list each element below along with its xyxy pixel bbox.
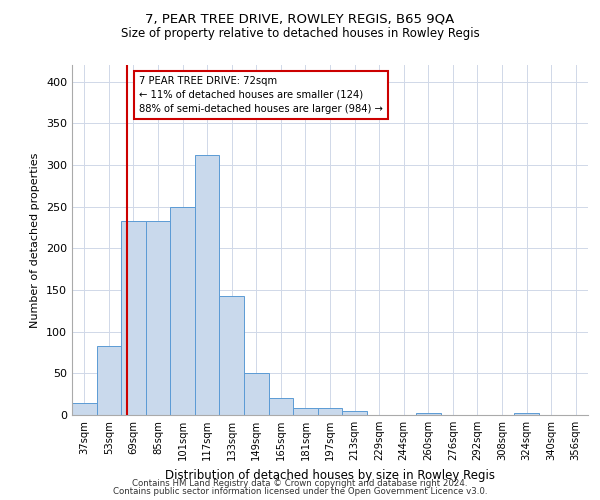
Text: 7, PEAR TREE DRIVE, ROWLEY REGIS, B65 9QA: 7, PEAR TREE DRIVE, ROWLEY REGIS, B65 9Q… <box>145 12 455 26</box>
Bar <box>195 155 220 415</box>
Bar <box>121 221 146 415</box>
Y-axis label: Number of detached properties: Number of detached properties <box>31 152 40 328</box>
Bar <box>170 206 195 415</box>
Text: Contains HM Land Registry data © Crown copyright and database right 2024.: Contains HM Land Registry data © Crown c… <box>132 478 468 488</box>
Bar <box>342 411 367 415</box>
Bar <box>97 346 121 415</box>
Bar <box>72 402 97 415</box>
Bar <box>220 296 244 415</box>
Text: Size of property relative to detached houses in Rowley Regis: Size of property relative to detached ho… <box>121 28 479 40</box>
Bar <box>269 398 293 415</box>
Text: Contains public sector information licensed under the Open Government Licence v3: Contains public sector information licen… <box>113 487 487 496</box>
Bar <box>416 412 440 415</box>
Bar <box>146 221 170 415</box>
Bar <box>514 412 539 415</box>
Bar <box>318 408 342 415</box>
X-axis label: Distribution of detached houses by size in Rowley Regis: Distribution of detached houses by size … <box>165 468 495 481</box>
Bar <box>244 374 269 415</box>
Bar <box>293 408 318 415</box>
Text: 7 PEAR TREE DRIVE: 72sqm
← 11% of detached houses are smaller (124)
88% of semi-: 7 PEAR TREE DRIVE: 72sqm ← 11% of detach… <box>139 76 383 114</box>
